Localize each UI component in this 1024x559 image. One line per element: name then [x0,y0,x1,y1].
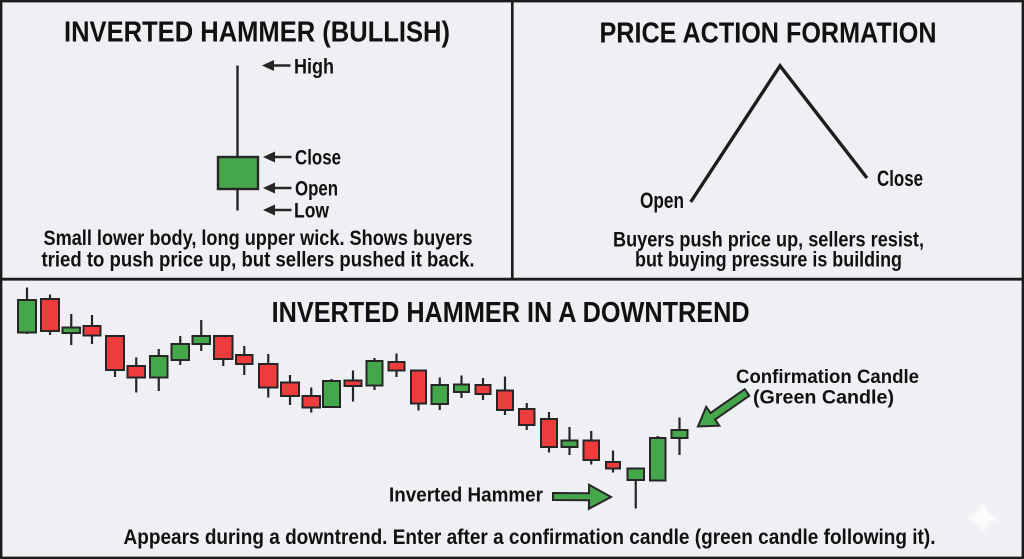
svg-text:Open: Open [640,188,684,213]
svg-text:Inverted Hammer: Inverted Hammer [389,485,543,507]
svg-text:High: High [294,56,334,79]
svg-text:Confirmation Candle: Confirmation Candle [736,367,919,388]
svg-text:PRICE ACTION FORMATION: PRICE ACTION FORMATION [600,18,937,50]
svg-text:Small lower body, long upper w: Small lower body, long upper wick. Shows… [44,227,473,250]
svg-text:but buying pressure is buildin: but buying pressure is building [635,249,902,272]
svg-text:Close: Close [295,147,341,170]
svg-text:Low: Low [294,200,330,223]
svg-text:Close: Close [877,166,923,191]
svg-text:INVERTED HAMMER (BULLISH): INVERTED HAMMER (BULLISH) [64,17,450,49]
svg-text:(Green Candle): (Green Candle) [753,388,894,409]
svg-text:tried to push price up, but se: tried to push price up, but sellers push… [42,249,475,272]
svg-text:INVERTED HAMMER IN A DOWNTREND: INVERTED HAMMER IN A DOWNTREND [272,297,750,329]
svg-text:Open: Open [295,178,338,201]
svg-text:Appears during a downtrend. En: Appears during a downtrend. Enter after … [124,525,936,549]
svg-text:Buyers push price up, sellers: Buyers push price up, sellers resist, [613,229,924,252]
